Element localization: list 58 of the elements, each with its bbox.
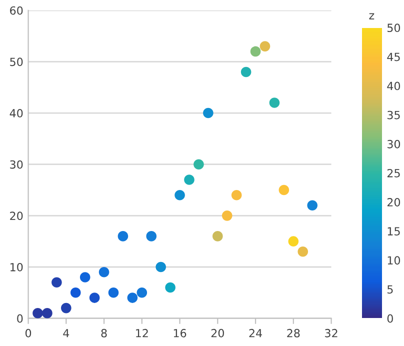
point [222,210,232,221]
x-tick-label: 4 [63,329,70,338]
point [298,246,308,257]
point [288,236,299,246]
point [52,277,62,288]
point [165,282,176,293]
y-tick-label: 40 [10,109,23,118]
point [184,174,194,185]
x-tick-label: 28 [287,328,300,338]
x-tick-label: 0 [25,328,32,338]
x-tick-label: 12 [136,328,148,338]
point [260,41,270,52]
y-tick-label: 20 [10,212,23,220]
color-bar-label: 40 [387,82,400,90]
point [118,231,128,242]
point [98,266,110,278]
point [61,302,72,314]
point [212,231,223,242]
point [203,108,214,118]
point [146,231,157,242]
point [136,288,148,298]
color-bar-label: 35 [387,110,400,120]
point [80,272,90,282]
point [42,308,52,318]
point [250,46,261,57]
point [89,292,100,303]
x-tick-label: 8 [101,328,107,338]
y-tick-label: 60 [10,6,23,15]
point [127,292,138,303]
x-tick-label: 32 [325,328,338,338]
x-tick-label: 16 [174,328,186,338]
point [156,262,166,272]
point [174,190,185,200]
color-bar-label: 20 [387,198,400,206]
color-bar-label: 15 [388,227,400,236]
color-bar-label: 0 [387,314,393,323]
color-bar-label: 50 [388,24,400,32]
color-bar-label: 10 [388,256,400,265]
point [240,66,252,78]
point [108,288,119,298]
color-bar-label: 5 [388,285,393,294]
point [307,200,318,211]
color-bar-label: 25 [387,168,400,178]
point [269,98,280,108]
point [194,159,204,170]
point [32,308,43,318]
color-bar-label: 45 [387,52,400,62]
y-tick-label: 10 [10,262,23,272]
color-bar-title: z [369,13,374,20]
point [231,190,242,200]
y-tick-label: 50 [10,58,23,66]
y-tick-label: 0 [17,314,23,323]
point [278,184,290,196]
y-tick-label: 30 [10,160,23,169]
point [70,288,81,298]
x-tick-label: 20 [211,328,224,338]
color-bar-label: 30 [387,140,400,148]
x-tick-label: 24 [249,328,262,338]
